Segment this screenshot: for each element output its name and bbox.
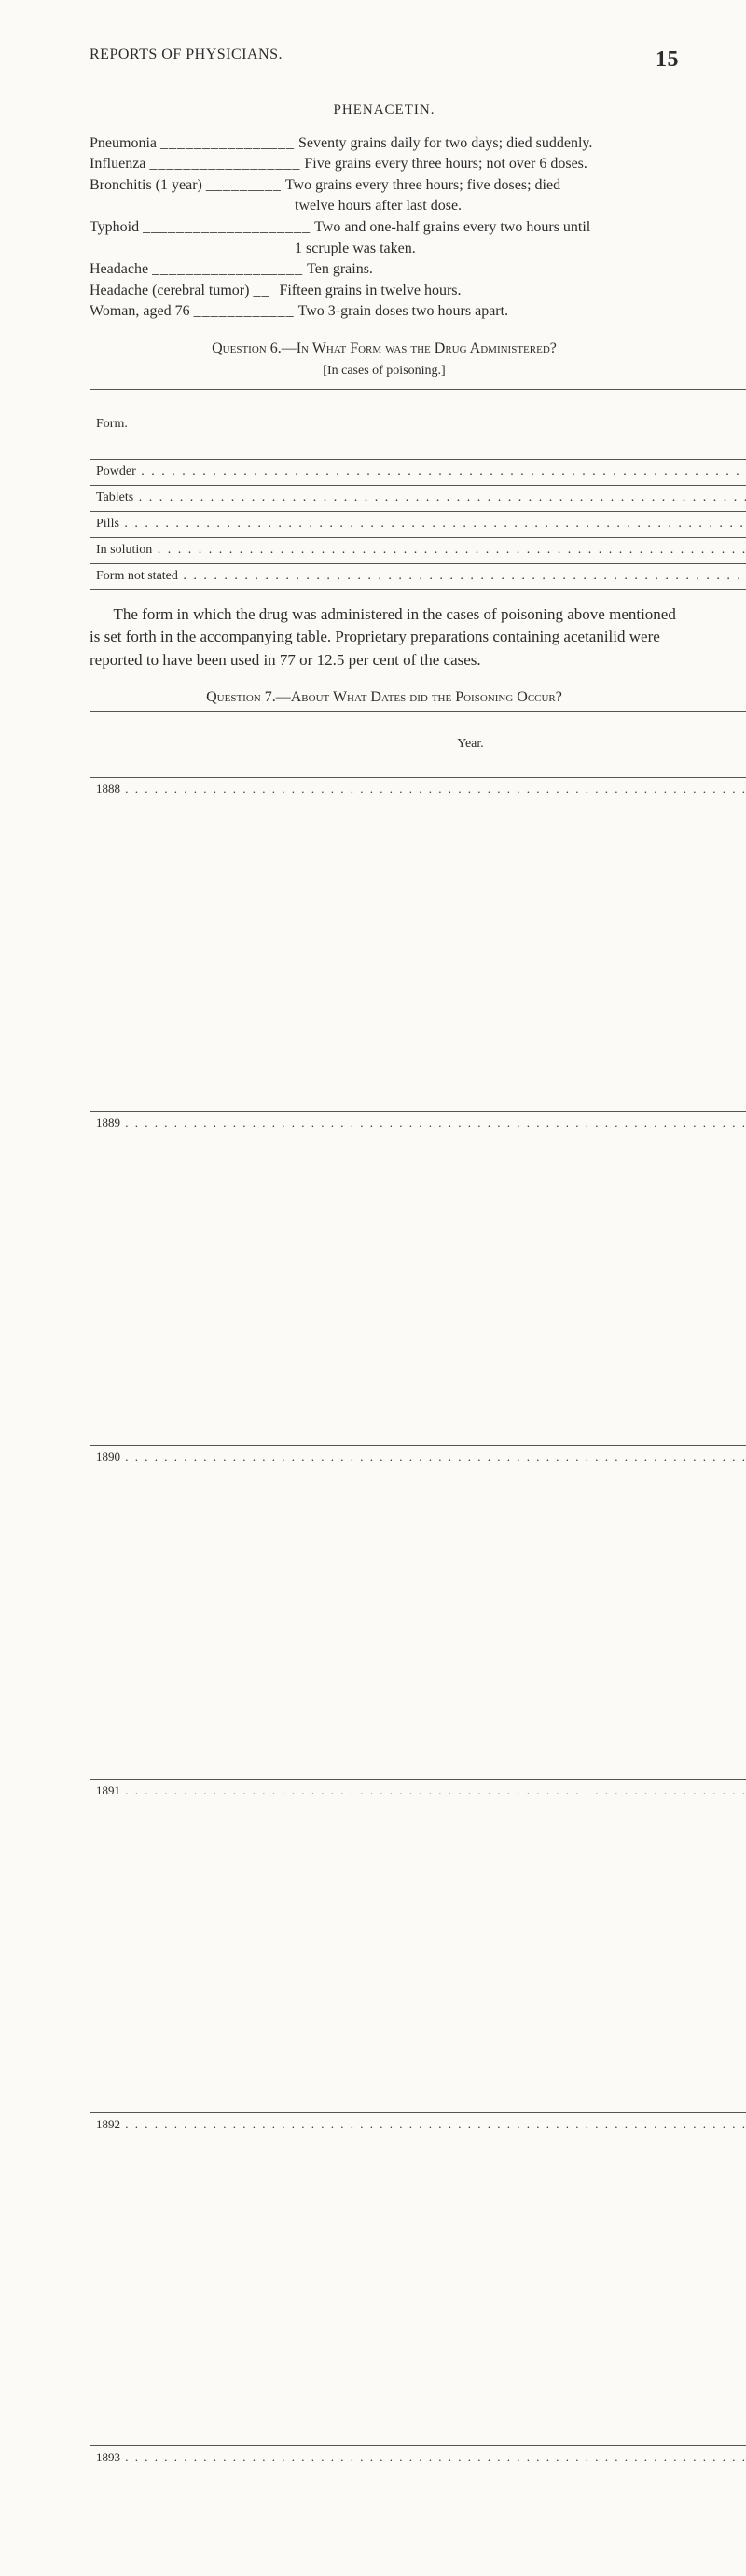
row-label: Pills [90, 511, 746, 537]
running-title: REPORTS OF PHYSICIANS. [90, 45, 283, 75]
q6-body: Powder4258681Tablets163110Pills6In solut… [90, 460, 746, 589]
definition-term: Headache (cerebral tumor) [90, 281, 249, 301]
definition-row: Typhoid____________________Two and one-h… [90, 217, 679, 238]
definition-row: Woman, aged 76____________Two 3-grain do… [90, 301, 679, 322]
table-row: 188865190116 [90, 777, 746, 1111]
table-q7: Year. Number of cases. Year. Number of c… [90, 711, 746, 2576]
row-label: In solution [90, 537, 746, 563]
table-row: Powder4258681 [90, 460, 746, 486]
table-row: Pills6 [90, 511, 746, 537]
definition-term: Pneumonia [90, 133, 157, 154]
definition-desc: Fifteen grains in twelve hours. [279, 281, 679, 301]
question-6-heading: Question 6.—In What Form was the Drug Ad… [90, 339, 679, 359]
row-label: Tablets [90, 486, 746, 512]
section-heading-phenacetin: PHENACETIN. [90, 101, 679, 119]
definition-term: Influenza [90, 154, 145, 174]
year-cell: 1891 [90, 1779, 746, 2112]
question-6-sub: [In cases of poisoning.] [90, 363, 679, 381]
page-number: 15 [656, 45, 679, 75]
table-row: 18912419041715 [90, 1779, 746, 2112]
definition-dash: ____________ [194, 301, 295, 322]
definition-row: Pneumonia________________Seventy grains … [90, 133, 679, 154]
row-label: Powder [90, 460, 746, 486]
definition-desc: Seventy grains daily for two days; died … [298, 133, 679, 154]
phenacetin-definitions: Pneumonia________________Seventy grains … [90, 133, 679, 322]
definition-desc: Five grains every three hours; not over … [304, 154, 679, 174]
table-q6: Form. Number of cases. Acetanilid. Antip… [90, 389, 746, 589]
row-label: Form not stated [90, 563, 746, 589]
q7-year-label-left: Year. [90, 712, 746, 778]
q7-body: 1888651901161889111902162318906319032631… [90, 777, 746, 2576]
q6-col-form: Form. [90, 390, 746, 460]
table-row: 18922121905325 [90, 2112, 746, 2446]
definition-term: Bronchitis (1 year) [90, 175, 202, 196]
year-cell: 1888 [90, 777, 746, 1111]
definition-row: Influenza__________________Five grains e… [90, 154, 679, 174]
table-row: 18937219062514 [90, 2446, 746, 2576]
year-cell: 1892 [90, 2112, 746, 2446]
definition-continuation: twelve hours after last dose. [90, 196, 679, 216]
definition-dash: _________ [206, 175, 282, 196]
table-row: In solution4111 [90, 537, 746, 563]
table-row: 1890631903263 [90, 1445, 746, 1779]
definition-row: Headache (cerebral tumor)__Fifteen grain… [90, 281, 679, 301]
definition-continuation: 1 scruple was taken. [90, 239, 679, 259]
definition-desc: Two and one-half grains every two hours … [314, 217, 679, 238]
table-row: Tablets163110 [90, 486, 746, 512]
definition-term: Woman, aged 76 [90, 301, 190, 322]
year-cell: 1890 [90, 1445, 746, 1779]
definition-dash: ________________ [160, 133, 295, 154]
definition-term: Headache [90, 259, 148, 280]
definition-desc: Ten grains. [307, 259, 679, 280]
definition-row: Headache__________________Ten grains. [90, 259, 679, 280]
body-paragraph-1: The form in which the drug was administe… [90, 603, 679, 672]
definition-term: Typhoid [90, 217, 139, 238]
question-7-heading: Question 7.—About What Dates did the Poi… [90, 687, 679, 708]
definition-dash: ____________________ [143, 217, 311, 238]
definition-dash: __________________ [152, 259, 303, 280]
table-row: 18891119021623 [90, 1111, 746, 1445]
table-row: Form not stated1673 [90, 563, 746, 589]
running-head: REPORTS OF PHYSICIANS. 15 [90, 45, 679, 75]
definition-row: Bronchitis (1 year)_________Two grains e… [90, 175, 679, 196]
definition-desc: Two 3-grain doses two hours apart. [298, 301, 679, 322]
definition-desc: Two grains every three hours; five doses… [285, 175, 679, 196]
year-cell: 1893 [90, 2446, 746, 2576]
definition-dash: __ [253, 281, 275, 301]
definition-dash: __________________ [149, 154, 300, 174]
year-cell: 1889 [90, 1111, 746, 1445]
page: { "page": { "running_title": "REPORTS OF… [0, 0, 746, 2576]
